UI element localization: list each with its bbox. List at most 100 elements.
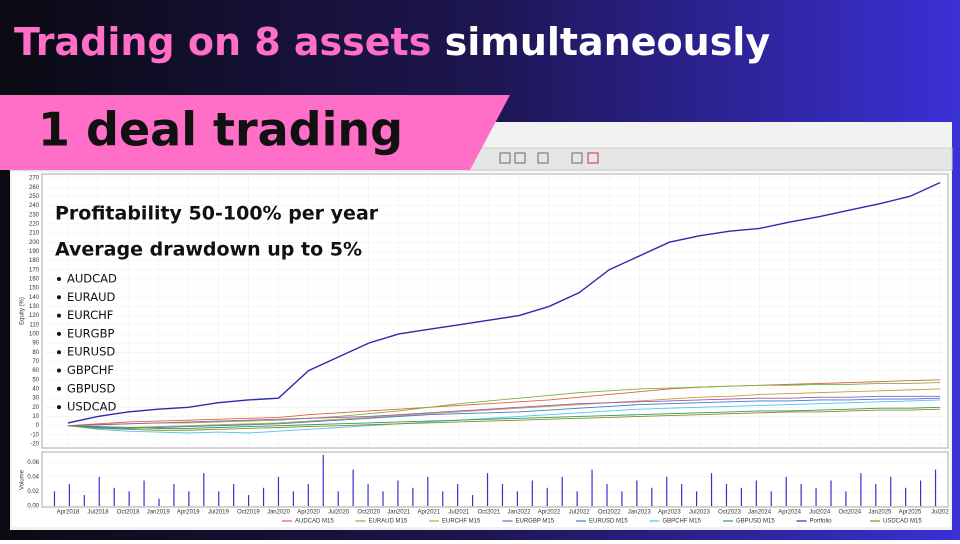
bullet xyxy=(57,368,61,373)
bullet xyxy=(57,350,61,355)
volume-bar xyxy=(800,484,802,506)
volume-bar xyxy=(352,469,354,506)
volume-bar xyxy=(725,484,728,506)
y-tick-label: 0.06 xyxy=(27,460,39,466)
toolbar-icons xyxy=(499,152,599,164)
x-tick-label: Apr2018 xyxy=(57,510,80,516)
x-tick-label: Jan2024 xyxy=(748,510,772,516)
x-tick-label: Apr2022 xyxy=(538,510,561,516)
y-tick-label: 70 xyxy=(32,359,39,365)
volume-bar xyxy=(606,484,608,506)
y-tick-label: 90 xyxy=(32,341,39,347)
y-axis-label: Volume xyxy=(20,469,26,490)
volume-bar xyxy=(427,476,429,506)
volume-bar xyxy=(382,491,384,506)
title-highlight: Trading on 8 assets xyxy=(14,20,431,64)
x-tick-label: Jul2020 xyxy=(328,510,350,516)
volume-bar xyxy=(442,491,444,506)
volume-bar xyxy=(367,484,369,506)
x-tick-label: Apr2020 xyxy=(297,510,320,516)
volume-bar xyxy=(248,495,250,506)
y-tick-label: 180 xyxy=(29,258,40,264)
x-tick-label: Oct2021 xyxy=(478,510,501,516)
volume-bar xyxy=(128,491,130,506)
asset-name: EURAUD xyxy=(67,290,115,304)
series-line xyxy=(67,379,941,427)
y-tick-label: 120 xyxy=(29,313,40,319)
y-tick-label: 140 xyxy=(29,295,40,301)
x-tick-label: Jan2019 xyxy=(147,510,171,516)
series-line xyxy=(67,395,940,427)
asset-name: USDCAD xyxy=(67,400,116,414)
series-line xyxy=(67,388,941,428)
volume-bar xyxy=(785,476,787,506)
y-tick-label: 10 xyxy=(32,414,39,420)
legend-label: GBPCHF M15 xyxy=(663,519,702,525)
asset-name: GBPUSD xyxy=(67,381,115,395)
volume-bar xyxy=(53,491,56,506)
x-tick-label: Oct2020 xyxy=(357,510,380,516)
volume-bar xyxy=(666,476,668,506)
x-tick-label: Jan2020 xyxy=(267,510,291,516)
volume-bar xyxy=(875,484,877,506)
x-tick-label: Oct2022 xyxy=(598,510,621,516)
volume-bar xyxy=(636,480,638,506)
legend-label: EURUSD M15 xyxy=(589,519,628,525)
y-tick-label: 40 xyxy=(32,387,39,393)
legend-label: Portfolio xyxy=(810,519,833,525)
volume-bar xyxy=(68,484,70,506)
volume-bar xyxy=(696,491,698,506)
overlay-line: Profitability 50-100% per year xyxy=(55,203,379,225)
x-tick-label: Jul2022 xyxy=(569,510,591,516)
asset-name: AUDCAD xyxy=(67,272,117,286)
x-tick-label: Jan2025 xyxy=(868,510,892,516)
volume-bar xyxy=(905,487,907,506)
x-tick-label: Jul202 xyxy=(931,510,949,516)
legend-label: USDCAD M15 xyxy=(883,519,922,525)
volume-bar xyxy=(486,473,489,506)
volume-bar xyxy=(472,495,474,506)
volume-bar xyxy=(457,484,459,506)
y-tick-label: 130 xyxy=(29,304,40,310)
volume-bar xyxy=(218,491,220,506)
volume-bar xyxy=(740,487,742,506)
volume-frame xyxy=(41,451,949,508)
volume-bar xyxy=(770,491,772,506)
y-axis-label: Equity (%) xyxy=(20,297,26,325)
legend-label: GBPUSD M15 xyxy=(736,519,775,525)
volume-bar xyxy=(188,491,190,506)
y-tick-label: 220 xyxy=(29,221,40,227)
y-tick-label: 110 xyxy=(29,322,39,328)
x-tick-label: Oct2024 xyxy=(838,510,861,516)
y-tick-label: 0 xyxy=(36,423,40,429)
bullet xyxy=(57,331,61,336)
bullet xyxy=(57,313,61,318)
x-tick-label: Jan2022 xyxy=(508,510,532,516)
x-tick-label: Jul2023 xyxy=(689,510,711,516)
y-tick-label: -20 xyxy=(30,442,39,448)
volume-bar xyxy=(98,476,100,506)
volume-bar xyxy=(233,484,235,506)
x-tick-label: Apr2023 xyxy=(658,510,681,516)
series-line xyxy=(67,181,941,424)
bullet xyxy=(57,295,61,300)
legend-label: EURCHF M15 xyxy=(442,519,481,525)
y-tick-label: 30 xyxy=(32,396,39,402)
asset-name: EURGBP xyxy=(67,326,114,340)
volume-bar xyxy=(681,484,683,506)
series-line xyxy=(67,399,941,434)
volume-bar xyxy=(531,480,533,506)
series-line xyxy=(67,397,941,429)
title: Trading on 8 assets simultaneously xyxy=(14,20,770,64)
y-tick-label: 250 xyxy=(29,194,40,200)
volume-bar xyxy=(292,491,294,506)
y-tick-label: 150 xyxy=(29,286,40,292)
series-line xyxy=(67,406,941,429)
volume-bar xyxy=(262,487,265,506)
x-tick-label: Jul2021 xyxy=(448,510,470,516)
series-line xyxy=(67,408,941,431)
y-tick-label: 20 xyxy=(32,405,39,411)
legend-label: EURGBP M15 xyxy=(516,519,555,525)
volume-bar xyxy=(397,480,399,506)
volume-bar xyxy=(113,487,115,506)
